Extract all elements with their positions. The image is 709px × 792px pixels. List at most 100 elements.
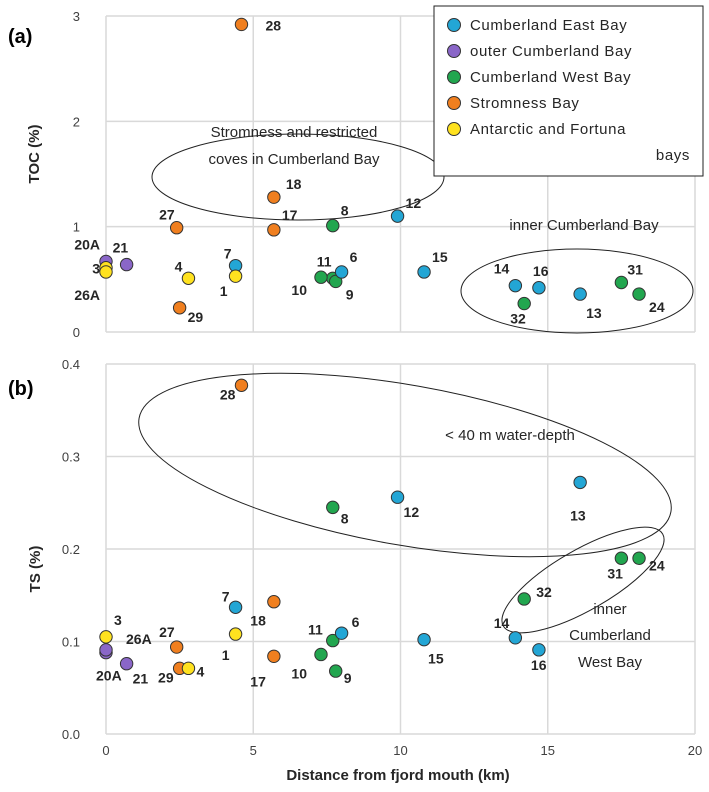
point-label: 17 (250, 673, 266, 689)
data-point (517, 296, 531, 311)
y-tick-label: 0.0 (62, 727, 80, 742)
point-label: 32 (536, 584, 552, 600)
data-point (169, 640, 184, 654)
point-label: 7 (222, 588, 230, 604)
point-label: 24 (649, 557, 665, 573)
y-tick-label: 1 (73, 220, 80, 235)
point-label: 15 (432, 249, 448, 265)
point-label: 13 (570, 507, 586, 523)
point-label: 27 (159, 207, 175, 223)
data-point (181, 661, 196, 676)
legend-marker (447, 96, 461, 110)
data-point (267, 649, 281, 663)
point-label: 1 (220, 283, 228, 299)
data-point (234, 378, 249, 392)
point-label: 29 (158, 669, 174, 685)
point-label: 18 (250, 613, 266, 629)
data-point (326, 633, 340, 648)
data-point (119, 257, 134, 272)
data-point (329, 664, 343, 678)
annotation-text: < 40 m water-depth (445, 427, 575, 444)
panel-label: (b) (8, 378, 34, 400)
point-label: 1 (222, 647, 230, 663)
x-tick-label: 10 (393, 743, 407, 758)
y-tick-label: 0.1 (62, 635, 80, 650)
data-point (417, 265, 431, 279)
y-tick-label: 0.2 (62, 542, 80, 557)
point-label: 16 (533, 263, 549, 279)
point-label: 7 (224, 246, 232, 262)
cluster-ellipse (501, 526, 665, 634)
y-tick-label: 2 (73, 114, 80, 129)
data-point (632, 551, 646, 565)
data-point (417, 632, 431, 647)
data-point (573, 475, 587, 490)
point-label: 9 (344, 670, 352, 686)
point-label: 6 (352, 614, 360, 630)
data-point (267, 595, 281, 609)
point-label: 26A (74, 287, 100, 303)
data-point (508, 631, 523, 645)
panel-label: (a) (8, 26, 32, 48)
cluster-ellipse (151, 133, 445, 221)
point-label: 20A (74, 236, 100, 252)
y-tick-label: 0.4 (62, 357, 80, 372)
legend-box (433, 5, 704, 177)
data-point (390, 209, 405, 223)
x-axis-title: Distance from fjord mouth (km) (286, 767, 509, 784)
legend-marker (447, 122, 461, 136)
data-point (326, 500, 340, 515)
point-label: 13 (586, 305, 602, 321)
data-point (334, 626, 349, 640)
cluster-ellipse (138, 372, 672, 558)
point-label: 3 (92, 261, 100, 277)
data-point (99, 265, 113, 279)
y-tick-label: 3 (73, 9, 80, 24)
ts-panel: 0.0 0.1 0.2 0.3 0.4 (b) TS (%) < 40 m water-dep… (8, 357, 702, 758)
data-point (267, 223, 281, 237)
legend-marker (447, 18, 461, 32)
y-axis-title: TS (%) (27, 546, 44, 593)
data-point (119, 657, 134, 671)
point-label: 20A (96, 668, 122, 684)
point-label: 10 (291, 665, 307, 681)
annotation-text: West Bay (578, 654, 642, 671)
annotation-text: coves in Cumberland Bay (209, 151, 380, 168)
legend-entry: Cumberland West Bay (470, 69, 631, 86)
point-label: 6 (350, 249, 358, 265)
point-label: 8 (341, 510, 349, 526)
point-label: 31 (627, 261, 643, 277)
point-label: 14 (494, 615, 510, 631)
legend-entry: Antarctic and Fortunabays (470, 121, 690, 164)
annotation-text: inner Cumberland Bay (509, 217, 659, 234)
data-point (390, 490, 405, 504)
point-label: 3 (114, 612, 122, 628)
point-label: 32 (510, 311, 526, 327)
y-tick-label: 0.3 (62, 450, 80, 465)
point-label: 27 (159, 624, 175, 640)
data-point (329, 274, 343, 289)
point-label: 18 (286, 176, 302, 192)
point-label: 28 (220, 386, 236, 402)
data-point (169, 221, 184, 235)
point-label: 17 (282, 207, 298, 223)
point-label: 15 (428, 651, 444, 667)
point-label: 31 (607, 565, 623, 581)
data-point (234, 17, 249, 32)
data-point (314, 270, 328, 284)
data-point (267, 190, 281, 204)
point-label: 10 (291, 282, 307, 298)
legend-entry: Stromness Bay (470, 95, 580, 112)
annotation-text: Stromness and restricted (211, 124, 378, 141)
point-label: 14 (494, 261, 510, 277)
cluster-ellipse (460, 248, 694, 334)
data-point (508, 278, 523, 293)
legend-entry: outer Cumberland Bay (470, 43, 632, 60)
legend-marker (447, 70, 461, 84)
data-point (573, 287, 587, 301)
legend: Cumberland East Bay outer Cumberland Bay C… (433, 5, 704, 177)
data-point (228, 269, 243, 283)
x-tick-label: 20 (688, 743, 702, 758)
